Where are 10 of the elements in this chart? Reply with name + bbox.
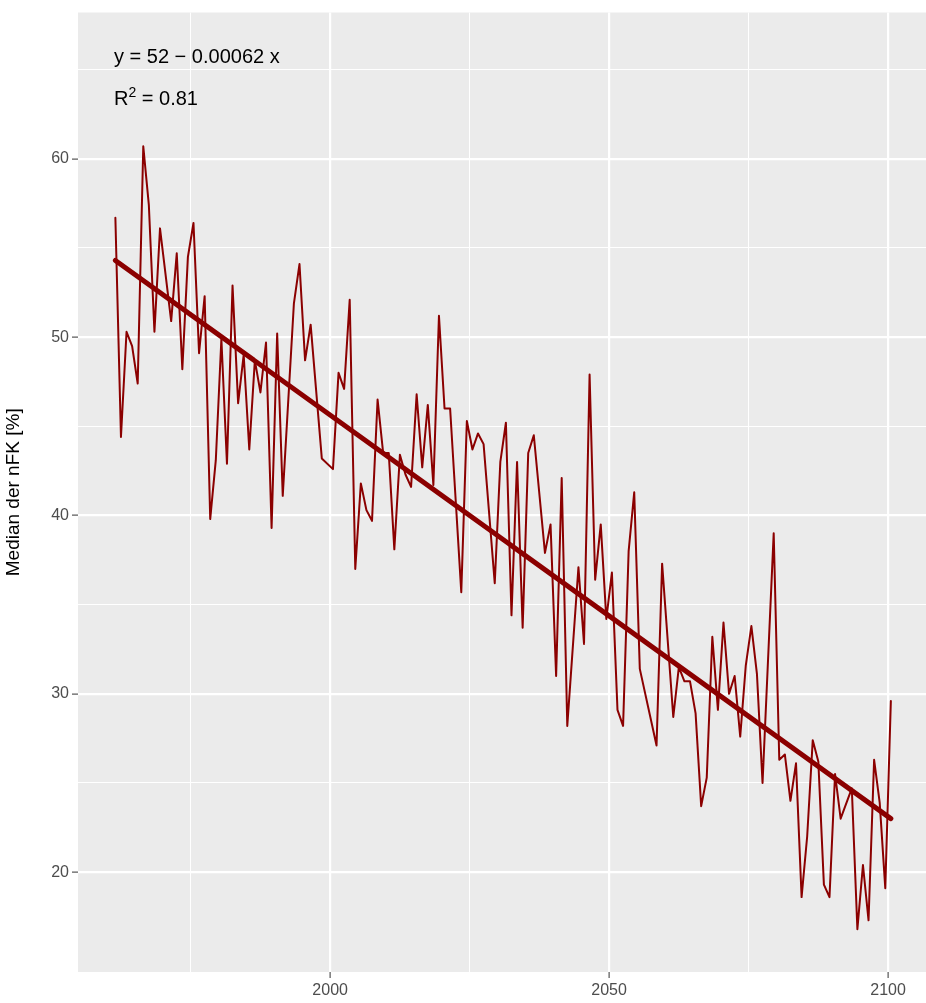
y-tick-label: 20 <box>51 862 70 880</box>
y-tick-label: 60 <box>51 149 70 167</box>
annotation: y = 52 − 0.00062 x <box>114 44 280 67</box>
x-tick-label: 2000 <box>312 981 349 999</box>
y-tick-label: 30 <box>51 684 70 702</box>
y-tick-label: 40 <box>51 505 70 523</box>
x-tick-label: 2050 <box>591 981 628 999</box>
y-axis-title: Median der nFK [%] <box>1 408 23 577</box>
y-tick-label: 50 <box>51 327 70 345</box>
x-tick-label: 2100 <box>870 981 906 999</box>
